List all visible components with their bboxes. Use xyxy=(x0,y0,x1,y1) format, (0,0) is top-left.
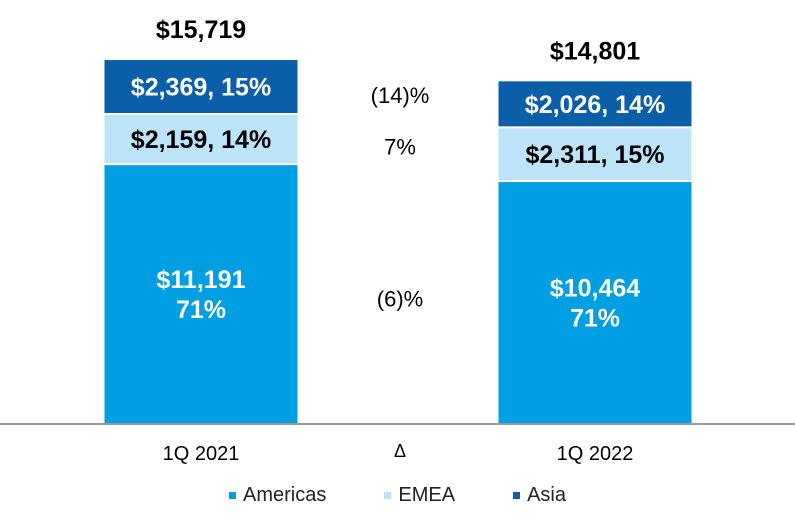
data-label-emea-0: $2,159, 14% xyxy=(131,126,271,154)
legend-item-emea: EMEA xyxy=(384,484,455,507)
change-americas: (6)% xyxy=(377,286,423,311)
change-asia: (14)% xyxy=(371,83,430,108)
change-emea: 7% xyxy=(384,135,416,160)
legend-swatch-americas xyxy=(229,491,237,499)
bar-americas-1 xyxy=(498,182,692,423)
bar-asia-0 xyxy=(104,60,298,114)
bar-labels: $11,191 71% $2,159, 14% $2,369, 15% $15,719 $… xyxy=(131,16,665,333)
total-label-1: $14,801 xyxy=(550,37,640,65)
bar-emea-0 xyxy=(104,115,298,164)
data-label-emea-1: $2,311, 15% xyxy=(525,141,664,169)
change-column: Δ (6)% 7% (14)% xyxy=(371,83,430,461)
legend-label-americas: Americas xyxy=(243,483,327,506)
legend: Americas EMEA Asia xyxy=(0,482,795,508)
data-label-americas-1: $10,464 71% xyxy=(550,275,640,333)
legend-label-asia: Asia xyxy=(527,483,566,506)
bar-emea-1 xyxy=(498,128,692,181)
data-label-americas-0: $11,191 71% xyxy=(157,266,246,324)
legend-item-americas: Americas xyxy=(229,484,326,507)
change-header: Δ xyxy=(394,441,406,461)
x-tick-label-1: 1Q 2022 xyxy=(557,443,634,465)
legend-swatch-asia xyxy=(513,491,521,499)
bar-americas-0 xyxy=(104,165,298,424)
legend-label-emea: EMEA xyxy=(398,483,456,506)
x-axis-ticks: 1Q 2021 1Q 2022 xyxy=(163,443,634,465)
legend-item-asia: Asia xyxy=(513,484,566,507)
x-tick-label-0: 1Q 2021 xyxy=(163,443,240,465)
bar-asia-1 xyxy=(498,81,692,127)
bar-segments xyxy=(104,60,692,424)
data-label-asia-0: $2,369, 15% xyxy=(131,74,271,102)
legend-swatch-emea xyxy=(384,491,392,499)
data-label-asia-1: $2,026, 14% xyxy=(525,91,665,119)
total-label-0: $15,719 xyxy=(156,16,246,44)
